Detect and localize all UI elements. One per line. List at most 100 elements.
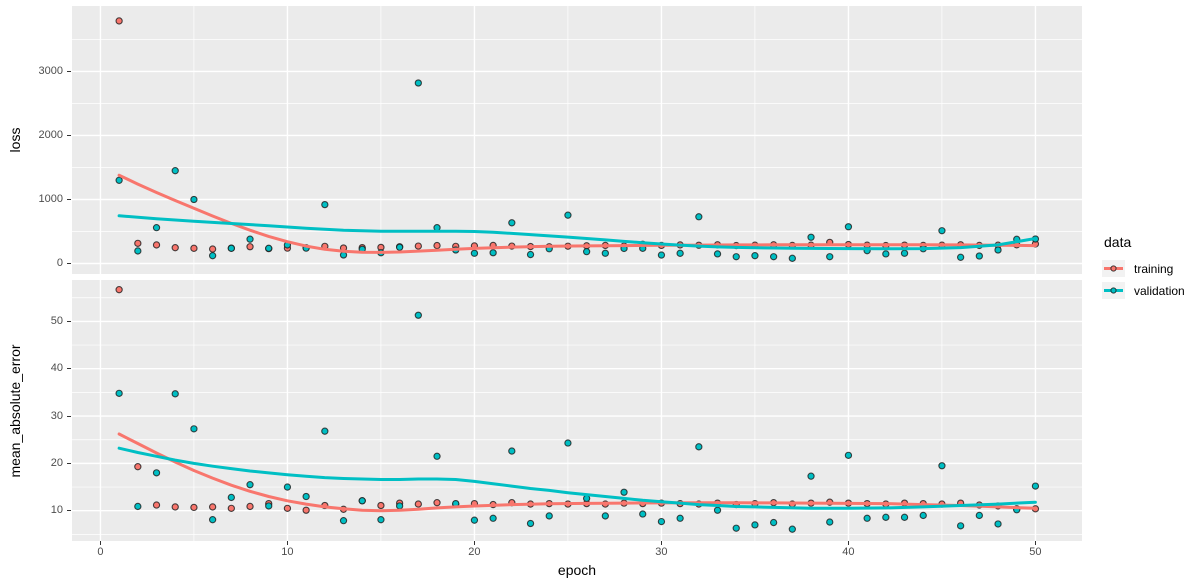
validation-point	[1031, 482, 1040, 490]
validation-point	[321, 427, 329, 435]
validation-point	[508, 219, 516, 227]
validation-smooth-line	[117, 214, 1037, 251]
validation-point	[975, 511, 983, 520]
validation-point	[321, 200, 329, 209]
training-point	[190, 503, 198, 512]
training-smooth-line	[117, 432, 1037, 513]
loss-plot	[72, 6, 1082, 274]
validation-point	[788, 254, 796, 262]
y-tick-mark	[67, 415, 71, 417]
validation-point	[582, 248, 591, 256]
validation-point	[227, 493, 235, 502]
training-point	[152, 241, 161, 249]
validation-point	[526, 250, 535, 259]
validation-point	[564, 211, 572, 219]
validation-point	[938, 462, 946, 470]
validation-point	[657, 517, 666, 526]
validation-point	[246, 235, 254, 243]
validation-point	[601, 512, 609, 520]
mae-facet-panel	[72, 280, 1082, 541]
validation-point	[713, 506, 722, 514]
validation-point	[152, 224, 161, 232]
validation-point	[676, 514, 684, 522]
validation-point	[526, 519, 535, 528]
x-tick-mark	[473, 541, 475, 545]
y-tick-mark	[67, 198, 71, 200]
x-tick-mark	[660, 541, 662, 545]
training-point	[246, 243, 254, 251]
y-axis-title-mean-absolute-error: mean_absolute_error	[7, 344, 23, 478]
validation-point	[152, 469, 161, 477]
training-key-icon	[1102, 260, 1125, 277]
validation-point	[900, 513, 909, 521]
validation-point	[732, 253, 740, 261]
validation-point	[358, 497, 366, 505]
training-point	[134, 463, 142, 471]
y-tick-label: 20	[50, 456, 63, 469]
legend: data training validation	[1102, 234, 1185, 304]
panel-background	[72, 280, 1082, 541]
validation-point	[395, 502, 404, 510]
validation-point	[639, 510, 647, 518]
validation-point	[676, 249, 684, 257]
validation-point	[246, 481, 254, 489]
training-point	[283, 504, 292, 512]
validation-point	[564, 439, 572, 447]
y-tick-label: 10	[50, 504, 63, 517]
y-tick-mark	[67, 510, 71, 512]
validation-point	[414, 79, 422, 87]
validation-point	[919, 511, 927, 520]
validation-point	[208, 252, 217, 260]
validation-point	[938, 227, 946, 235]
validation-point	[601, 249, 609, 257]
training-smooth-line	[117, 173, 1037, 254]
x-tick-label: 20	[468, 546, 481, 558]
y-tick-label: 40	[50, 362, 63, 375]
legend-entry-validation: validation	[1102, 282, 1185, 299]
validation-point	[994, 246, 1002, 254]
y-tick-mark	[67, 462, 71, 464]
y-tick-label: 2000	[38, 128, 63, 141]
validation-point	[134, 247, 142, 255]
validation-point	[283, 483, 292, 491]
validation-key-icon	[1102, 282, 1125, 299]
y-axis-title-loss: loss	[7, 127, 23, 153]
validation-point	[414, 311, 422, 319]
validation-point	[769, 518, 778, 527]
training-point	[171, 503, 179, 511]
validation-point	[190, 425, 198, 433]
legend-label-validation: validation	[1134, 283, 1185, 298]
validation-point	[545, 512, 553, 520]
training-point	[246, 502, 254, 511]
validation-point	[975, 252, 983, 260]
loss-facet-panel	[72, 6, 1082, 274]
validation-point	[227, 244, 235, 252]
x-tick-label: 40	[842, 546, 855, 558]
validation-point	[732, 524, 740, 532]
y-tick-mark	[67, 263, 71, 264]
validation-point	[994, 520, 1002, 528]
validation-point	[115, 176, 123, 184]
validation-point	[844, 223, 853, 231]
validation-point	[751, 521, 759, 529]
training-point	[190, 244, 198, 252]
validation-point	[620, 488, 628, 496]
legend-label-training: training	[1134, 261, 1174, 276]
validation-point	[190, 195, 198, 204]
training-point	[227, 504, 235, 512]
training-point	[414, 500, 422, 508]
validation-point	[882, 513, 890, 521]
validation-point	[508, 447, 516, 455]
training-point	[377, 501, 385, 510]
validation-point	[395, 243, 404, 251]
y-tick-mark	[67, 368, 71, 370]
x-tick-mark	[99, 541, 101, 545]
x-tick-mark	[1034, 541, 1036, 545]
x-axis-title: epoch	[557, 562, 597, 578]
validation-point	[900, 249, 909, 257]
validation-point	[208, 516, 217, 524]
training-point	[115, 17, 123, 25]
y-tick-mark	[67, 320, 71, 322]
validation-point	[956, 522, 965, 530]
training-point	[414, 242, 422, 250]
